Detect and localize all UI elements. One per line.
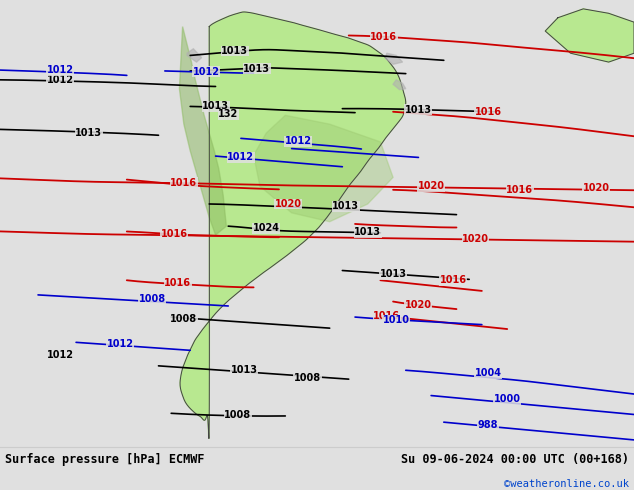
Text: 1013: 1013 — [380, 269, 406, 279]
Polygon shape — [393, 80, 406, 90]
Polygon shape — [545, 9, 634, 62]
Text: 1016: 1016 — [507, 185, 533, 195]
Text: 1004: 1004 — [475, 368, 501, 378]
Text: 1010: 1010 — [383, 315, 410, 325]
Text: 1016: 1016 — [370, 32, 397, 42]
Text: 1012: 1012 — [285, 136, 311, 146]
Polygon shape — [179, 26, 226, 235]
Text: 1016: 1016 — [475, 107, 501, 117]
Text: 132: 132 — [218, 109, 238, 120]
Text: 1016: 1016 — [171, 178, 197, 188]
Text: 1020: 1020 — [418, 181, 444, 191]
Text: 1000: 1000 — [494, 394, 521, 404]
Text: 1013: 1013 — [75, 128, 102, 138]
Text: 1008: 1008 — [294, 373, 321, 383]
Text: 1012: 1012 — [47, 350, 74, 360]
Text: 1024: 1024 — [253, 223, 280, 233]
Text: 1016: 1016 — [161, 229, 188, 239]
Text: Surface pressure [hPa] ECMWF: Surface pressure [hPa] ECMWF — [5, 453, 205, 466]
Polygon shape — [254, 115, 393, 221]
Text: 1013: 1013 — [354, 227, 381, 237]
Text: 1012: 1012 — [193, 67, 219, 77]
Text: 1012: 1012 — [47, 75, 74, 85]
Text: 1012: 1012 — [47, 65, 74, 75]
Text: 1012: 1012 — [228, 152, 254, 162]
Text: 1016: 1016 — [373, 311, 400, 321]
Text: 1013: 1013 — [405, 105, 432, 115]
Text: 1016: 1016 — [440, 275, 467, 285]
Text: 1008: 1008 — [171, 314, 197, 324]
Text: 1013: 1013 — [202, 101, 229, 111]
Polygon shape — [187, 49, 202, 62]
Text: 1020: 1020 — [462, 234, 489, 244]
Text: 1020: 1020 — [405, 300, 432, 310]
Polygon shape — [180, 12, 406, 439]
Text: Su 09-06-2024 00:00 UTC (00+168): Su 09-06-2024 00:00 UTC (00+168) — [401, 453, 629, 466]
Text: 1013: 1013 — [332, 201, 359, 211]
Text: 1016: 1016 — [164, 278, 191, 288]
Polygon shape — [385, 53, 403, 64]
Text: 1020: 1020 — [583, 183, 609, 194]
Text: 1008: 1008 — [139, 294, 165, 304]
Text: 1013: 1013 — [243, 64, 270, 74]
Text: 988: 988 — [478, 420, 498, 430]
Text: 1020: 1020 — [275, 199, 302, 209]
Text: 1013: 1013 — [221, 46, 248, 56]
Text: 1012: 1012 — [107, 339, 134, 349]
Text: 1013: 1013 — [231, 365, 257, 375]
Text: 1008: 1008 — [224, 410, 251, 419]
Text: ©weatheronline.co.uk: ©weatheronline.co.uk — [504, 479, 629, 490]
